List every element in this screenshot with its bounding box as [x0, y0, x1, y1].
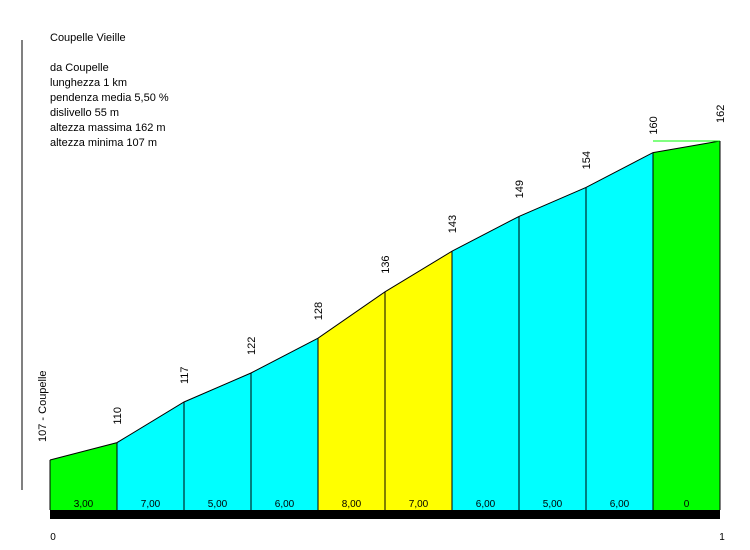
altitude-label-6: 143: [447, 215, 459, 233]
profile-segments: [49, 140, 721, 510]
altitude-label-7: 149: [514, 180, 526, 198]
gradient-label-7: 6,00: [476, 499, 496, 510]
altitude-label-8: 154: [581, 151, 593, 169]
segment-3: [184, 373, 251, 510]
gradient-label-6: 7,00: [409, 499, 429, 510]
gradient-label-2: 7,00: [141, 499, 161, 510]
x-tick-start: 0: [50, 532, 56, 543]
gradient-label-4: 6,00: [275, 499, 295, 510]
info-line-3: pendenza media 5,50 %: [50, 92, 169, 104]
x-tick-end: 1: [719, 532, 725, 543]
segment-2: [117, 402, 184, 510]
altitude-label-1: 110: [112, 407, 124, 425]
altitude-label-2: 117: [179, 366, 191, 384]
segment-7: [452, 216, 519, 510]
segment-10: [653, 141, 720, 510]
info-line-2: lunghezza 1 km: [50, 77, 127, 89]
altitude-label-4: 128: [313, 302, 325, 320]
title: Coupelle Vieille: [50, 32, 126, 44]
gradient-label-5: 8,00: [342, 499, 362, 510]
altitude-label-9: 160: [648, 116, 660, 134]
segment-1: [50, 442, 117, 510]
segment-8: [519, 187, 586, 510]
segment-6: [385, 251, 452, 510]
altitude-label-5: 136: [380, 255, 392, 273]
gradient-label-1: 3,00: [74, 499, 94, 510]
segment-9: [586, 152, 653, 510]
gradient-label-8: 5,00: [543, 499, 563, 510]
info-block: da Coupelle lunghezza 1 km pendenza media …: [50, 62, 169, 149]
start-altitude-label: 107 - Coupelle: [37, 370, 49, 442]
gradient-label-3: 5,00: [208, 499, 228, 510]
altitude-label-10: 162: [715, 105, 727, 123]
profile-labels: 3,00 7,00 5,00 6,00 8,00 7,00 6,00 5,00 6,00 0 107…: [37, 105, 727, 510]
info-line-4: dislivello 55 m: [50, 107, 119, 119]
info-line-6: altezza minima 107 m: [50, 137, 157, 149]
gradient-label-10: 0: [684, 499, 690, 510]
segment-4: [251, 338, 318, 510]
info-line-5: altezza massima 162 m: [50, 122, 166, 134]
info-line-1: da Coupelle: [50, 62, 109, 74]
gradient-label-9: 6,00: [610, 499, 630, 510]
segment-5: [318, 291, 385, 510]
distance-axis-bar: [50, 510, 720, 519]
altitude-label-3: 122: [246, 337, 258, 355]
